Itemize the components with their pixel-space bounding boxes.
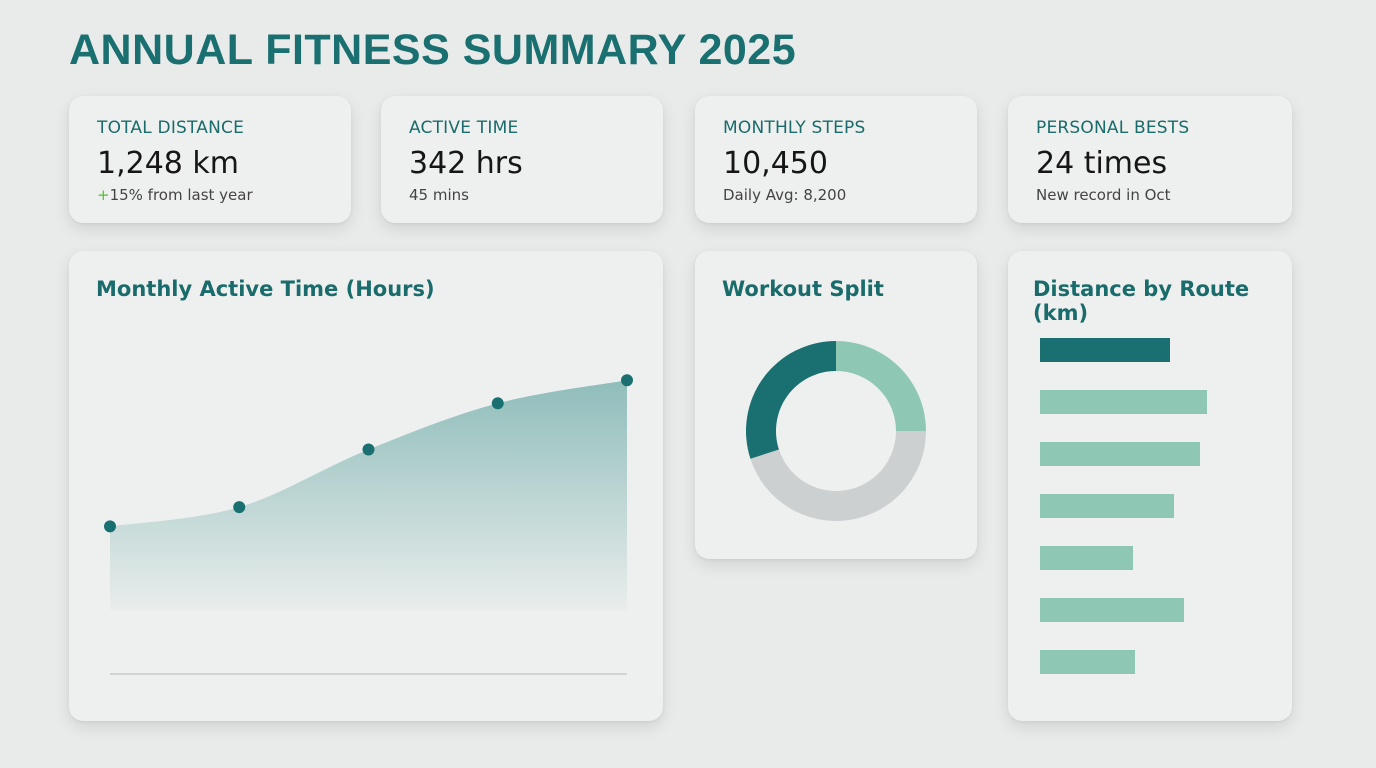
data-point — [104, 520, 116, 533]
stat-sub-text: 15% from last year — [109, 186, 253, 204]
area-chart-panel: Monthly Active Time (Hours) — [69, 251, 663, 721]
page-title: ANNUAL FITNESS SUMMARY 2025 — [69, 26, 797, 74]
route-bar — [1040, 598, 1184, 622]
data-point — [621, 374, 633, 387]
stat-label: MONTHLY STEPS — [723, 118, 866, 138]
donut-chart-title: Workout Split — [722, 277, 884, 301]
bar-chart — [1040, 338, 1207, 674]
stat-value: 24 times — [1036, 146, 1168, 181]
donut-slice-light — [836, 341, 926, 431]
stat-sub: +15% from last year — [97, 186, 253, 204]
donut-slice-grey — [750, 431, 926, 522]
positive-change-icon: + — [97, 186, 110, 204]
route-bar — [1040, 650, 1135, 674]
donut-chart-panel: Workout Split — [695, 251, 977, 559]
stat-card-personal-bests: PERSONAL BESTS 24 times New record in Oc… — [1008, 96, 1292, 223]
stat-sub: New record in Oct — [1036, 186, 1171, 204]
route-bar — [1040, 494, 1174, 518]
stat-card-total-distance: TOTAL DISTANCE 1,248 km +15% from last y… — [69, 96, 351, 223]
data-point — [233, 501, 246, 514]
bar-chart-title: Distance by Route (km) — [1033, 277, 1250, 325]
route-bar — [1040, 546, 1133, 570]
bar-chart-panel: Distance by Route (km) — [1008, 251, 1292, 721]
donut-chart — [746, 341, 926, 522]
route-bar — [1040, 390, 1207, 414]
route-bar — [1040, 442, 1200, 466]
stat-sub: Daily Avg: 8,200 — [723, 186, 847, 204]
stat-value: 10,450 — [723, 146, 828, 181]
data-point — [491, 397, 504, 410]
area-chart-title: Monthly Active Time (Hours) — [96, 277, 435, 301]
data-point — [362, 443, 375, 456]
stat-value: 342 hrs — [409, 146, 523, 181]
route-bar — [1040, 338, 1170, 362]
donut-slice-accent — [746, 341, 836, 459]
stat-card-active-time: ACTIVE TIME 342 hrs 45 mins — [381, 96, 663, 223]
area-fill — [110, 380, 627, 611]
stat-value: 1,248 km — [97, 146, 240, 181]
stat-label: TOTAL DISTANCE — [97, 118, 245, 138]
stat-label: PERSONAL BESTS — [1036, 118, 1190, 138]
stat-label: ACTIVE TIME — [409, 118, 519, 138]
stat-sub: 45 mins — [409, 186, 469, 204]
area-chart — [104, 374, 633, 675]
stat-card-monthly-steps: MONTHLY STEPS 10,450 Daily Avg: 8,200 — [695, 96, 977, 223]
